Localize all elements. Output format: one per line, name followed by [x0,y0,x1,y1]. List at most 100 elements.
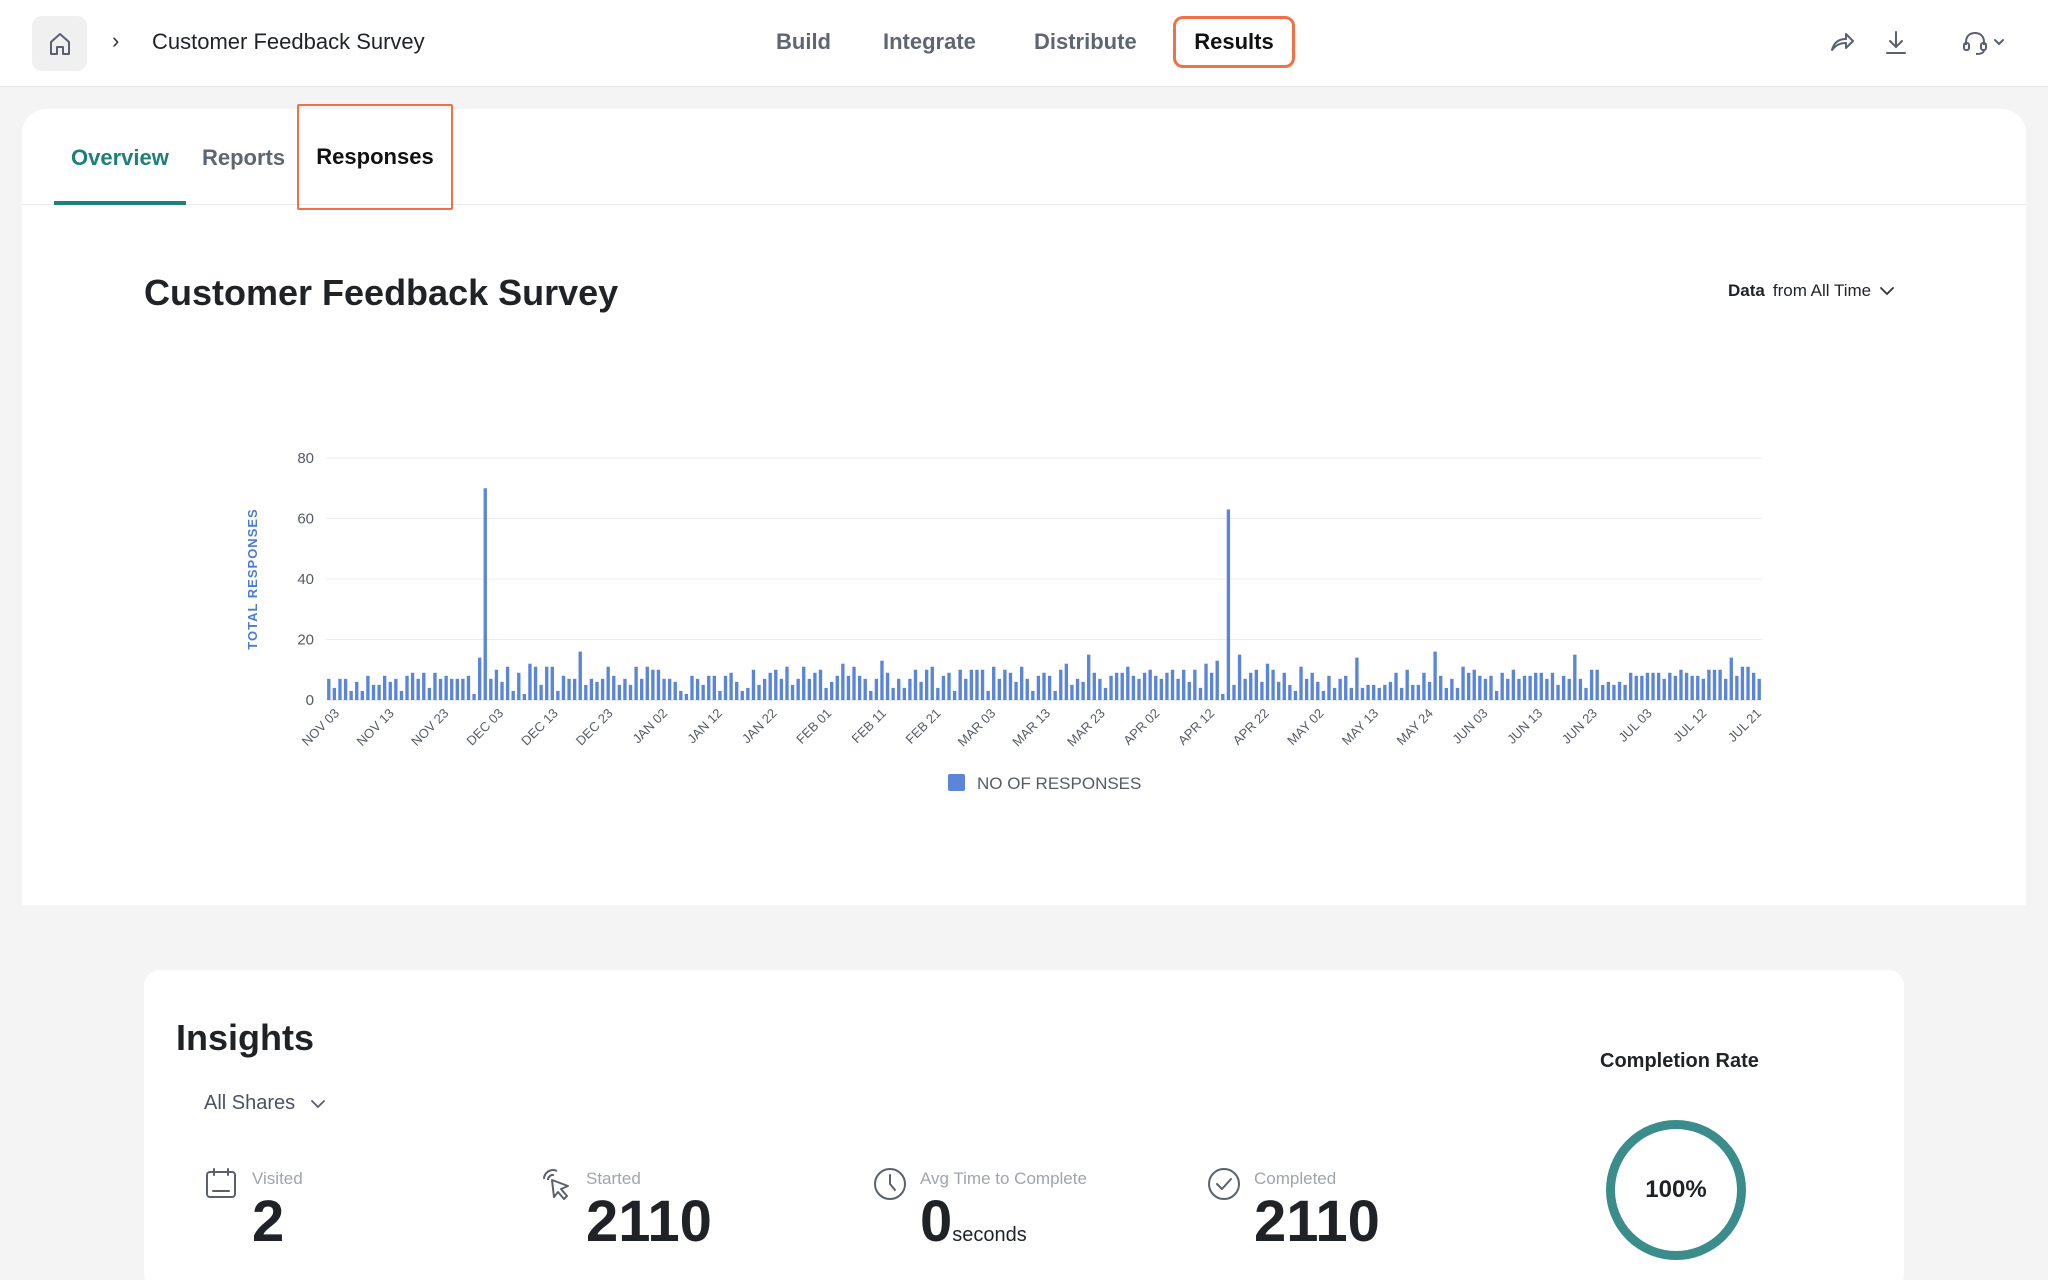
bar [332,687,337,700]
completed-label: Completed [1254,1169,1337,1188]
bar [1573,654,1577,700]
bar [388,681,392,700]
bar [1584,687,1588,700]
avg-time-value: 0seconds [920,1193,1027,1251]
bar [343,678,348,700]
calendar-icon [206,1168,236,1198]
bar [1522,675,1527,700]
bar [1444,687,1448,700]
bar [723,675,728,700]
bar [634,666,638,700]
bar [980,669,985,700]
bar [874,678,879,700]
range-value: from All Time [1772,281,1872,300]
avg-time-label: Avg Time to Complete [920,1169,1087,1188]
bar [1545,678,1549,700]
bar [1332,687,1337,700]
bar [1053,690,1057,700]
insights-card: Insights All Shares Visited 2 Started 21… [144,970,1904,1280]
y-tick-label: 40 [297,571,314,588]
bar [628,684,633,700]
bar [1506,678,1510,700]
headset-icon[interactable] [1960,28,2010,58]
download-icon[interactable] [1881,28,1911,58]
avg-time-unit: seconds [952,1224,1027,1246]
bar [919,681,923,700]
bar [1014,681,1018,700]
bar [1366,684,1370,700]
bar [891,687,895,700]
bar [1092,672,1096,700]
bar [1059,669,1063,700]
bar [1757,678,1761,700]
shares-label: All Shares [204,1092,296,1114]
bar [857,675,862,700]
bar [1154,675,1158,700]
bar [1517,678,1521,700]
bar [969,669,974,700]
bar [1176,678,1180,700]
tab-responses[interactable]: Responses [297,104,453,210]
bar [1182,669,1186,700]
bar [550,666,554,700]
bar [1131,675,1136,700]
bar [327,678,331,700]
tab-reports[interactable]: Reports [202,145,286,170]
bar [1237,654,1242,700]
bar [824,687,828,700]
bar [1277,681,1281,700]
bar [483,488,487,700]
bar [455,678,459,700]
bar [852,666,856,700]
bar [589,678,594,700]
bar [807,678,811,700]
bar [1198,687,1203,700]
bar [975,669,979,700]
bar [606,666,610,700]
range-label: Data [1728,281,1765,300]
bar [1478,675,1482,700]
x-tick-label: FEB 01 [793,706,834,747]
nav-integrate[interactable]: Integrate [883,29,976,54]
bar [1494,690,1499,700]
bar [952,690,957,700]
x-tick-label: NOV 03 [299,706,342,749]
nav-distribute[interactable]: Distribute [1034,29,1137,54]
bar [572,678,577,700]
tab-overview[interactable]: Overview [71,145,169,170]
bar [790,684,795,700]
home-button[interactable] [32,16,87,71]
share-icon[interactable] [1826,28,1856,58]
tab-bar: Overview Reports Responses [22,104,2026,210]
x-tick-label: FEB 21 [902,706,943,747]
nav-build[interactable]: Build [776,29,831,54]
nav-results[interactable]: Results [1173,16,1295,68]
bar [1556,684,1560,700]
bar [1645,672,1650,700]
bar [1651,672,1655,700]
bar [1120,672,1124,700]
bar [1489,675,1493,700]
bar [556,690,560,700]
completion-rate-value: 100% [1645,1176,1707,1203]
shares-dropdown[interactable]: All Shares [204,1092,327,1115]
insights-title: Insights [176,1017,315,1058]
bar [729,672,733,700]
bar [645,666,649,700]
bar [735,681,739,700]
bar [617,684,622,700]
bar [1662,678,1666,700]
legend-swatch [948,774,965,791]
bar [1416,684,1421,700]
bar [545,666,549,700]
x-tick-label: MAY 13 [1339,706,1381,748]
bar [684,693,689,700]
active-tab-indicator [54,201,186,205]
home-icon [49,32,70,55]
bar [1439,675,1443,700]
bar [1718,669,1722,700]
bar [1075,678,1080,700]
bar [690,675,694,700]
data-range-dropdown[interactable]: Data from All Time [1728,281,1895,301]
bar [718,690,722,700]
